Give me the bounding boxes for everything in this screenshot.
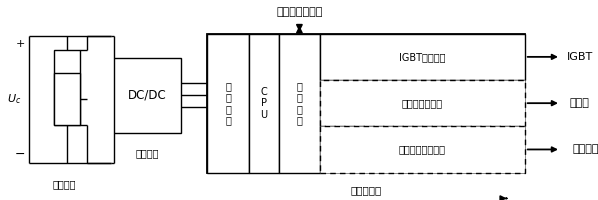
Bar — [320, 34, 525, 80]
Text: 旁路开关驱动电路: 旁路开关驱动电路 — [399, 144, 446, 154]
Text: 旁路开关: 旁路开关 — [572, 144, 598, 154]
Bar — [249, 34, 279, 173]
Text: C
P
U: C P U — [260, 87, 267, 120]
Text: −: − — [15, 148, 26, 161]
Text: DC/DC: DC/DC — [128, 89, 166, 102]
Text: 晶闸管: 晶闸管 — [569, 98, 590, 108]
Text: 中央控制板: 中央控制板 — [350, 185, 382, 195]
Bar — [320, 80, 525, 126]
Text: 换流器控制系统: 换流器控制系统 — [276, 7, 322, 17]
Text: IGBT驱动电路: IGBT驱动电路 — [399, 52, 446, 62]
Bar — [54, 73, 80, 125]
Bar — [320, 126, 525, 173]
Bar — [208, 34, 249, 173]
Bar — [114, 58, 181, 133]
Text: IGBT: IGBT — [566, 52, 593, 62]
Text: 晶闸管驱动电路: 晶闸管驱动电路 — [402, 98, 443, 108]
Text: $U_c$: $U_c$ — [7, 92, 22, 106]
Bar — [54, 50, 80, 125]
Bar — [279, 34, 320, 173]
Bar — [208, 34, 525, 173]
Text: 电
源
模
块: 电 源 模 块 — [225, 81, 231, 126]
Text: 取能电源: 取能电源 — [135, 148, 159, 158]
Text: 通
讯
模
块: 通 讯 模 块 — [297, 81, 303, 126]
Text: +: + — [16, 39, 25, 49]
Text: 均压电阻: 均压电阻 — [52, 180, 76, 190]
